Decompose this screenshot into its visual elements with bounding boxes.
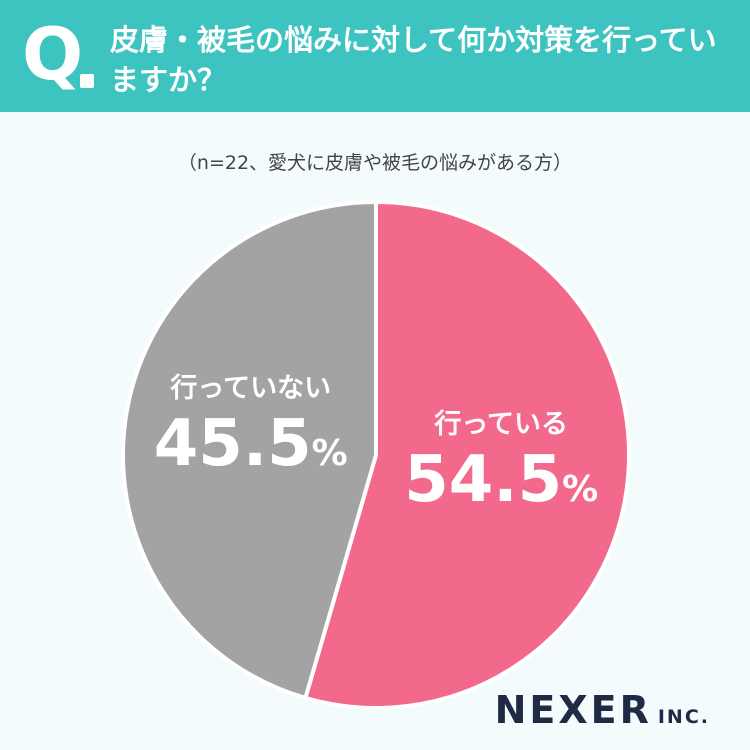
company-logo: NEXER INC. (495, 688, 710, 732)
pie-slice-1 (303, 200, 631, 710)
slice-label-2: 行っていない (169, 372, 331, 404)
sample-note: （n=22、愛犬に皮膚や被毛の悩みがある方） (177, 152, 573, 174)
logo-main: NEXER (494, 688, 652, 732)
q-mark: Q (22, 12, 84, 96)
pie-slice-2 (121, 200, 378, 700)
slice-value-2: 45.5% (154, 407, 348, 481)
question-text: 皮膚・被毛の悩みに対して何か対策を行っていますか？ (110, 23, 717, 97)
logo-sub: INC. (657, 706, 710, 728)
slice-value-1: 54.5% (404, 443, 598, 517)
question-header: Q 皮膚・被毛の悩みに対して何か対策を行っていますか？ (0, 0, 750, 112)
q-dot (80, 74, 94, 88)
slice-label-1: 行っている (433, 408, 568, 440)
